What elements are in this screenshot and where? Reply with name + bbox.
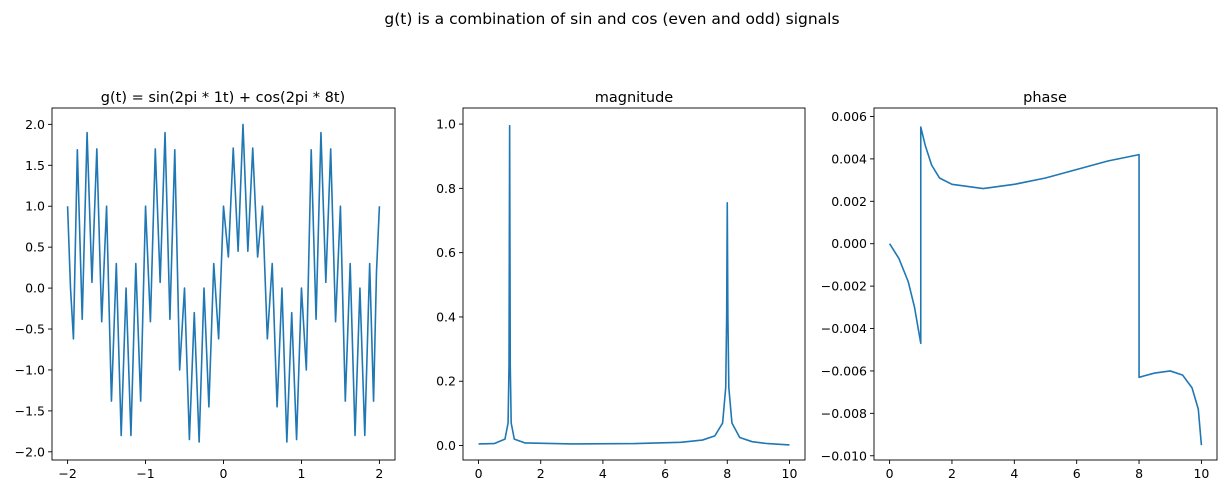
phase-xtick-label: 4: [1010, 466, 1018, 481]
signal-ytick-label: −2.0: [15, 444, 45, 459]
phase-ytick-label: −0.006: [821, 363, 867, 378]
signal-ytick-label: 0.0: [25, 281, 45, 296]
phase-xtick-label: 10: [1193, 466, 1209, 481]
signal-ytick-label: 2.0: [25, 117, 45, 132]
phase-xtick-label: 8: [1135, 466, 1143, 481]
signal-xtick-label: −2: [58, 466, 76, 481]
magnitude-ytick-label: 0.8: [436, 181, 456, 196]
signal-xtick-label: 2: [375, 466, 383, 481]
phase-xtick-label: 2: [948, 466, 956, 481]
phase-ytick-label: 0.002: [831, 194, 867, 209]
magnitude-xtick-label: 0: [475, 466, 483, 481]
subplot-magnitude-title: magnitude: [595, 90, 674, 106]
phase-ytick-label: −0.008: [821, 406, 867, 421]
subplot-phase: phase 0 2 4 6 8 10 −0.010 −0.008 −0.006 −0.004 −0.…: [821, 90, 1218, 481]
signal-ytick-label: 0.5: [25, 240, 45, 255]
phase-xtick-label: 0: [886, 466, 894, 481]
signal-ytick-label: −1.5: [15, 403, 45, 418]
phase-ytick-label: 0.000: [831, 236, 867, 251]
magnitude-xtick-label: 8: [723, 466, 731, 481]
signal-ytick-label: 1.5: [25, 158, 45, 173]
phase-ytick-label: 0.004: [831, 151, 867, 166]
subplot-signal: g(t) = sin(2pi * 1t) + cos(2pi * 8t) −2−…: [15, 90, 396, 481]
magnitude-ytick-label: 0.6: [436, 245, 456, 260]
magnitude-xtick-label: 10: [782, 466, 798, 481]
signal-ytick-label: 1.0: [25, 199, 45, 214]
magnitude-ytick-label: 0.4: [436, 309, 456, 324]
phase-xtick-label: 6: [1073, 466, 1081, 481]
magnitude-xtick-label: 4: [599, 466, 607, 481]
magnitude-series-line-0: [478, 124, 790, 446]
magnitude-axes-frame: [462, 107, 806, 461]
magnitude-xtick-label: 2: [537, 466, 545, 481]
magnitude-ytick-label: 0.2: [436, 374, 456, 389]
phase-ytick-label: −0.004: [821, 321, 867, 336]
phase-ytick-label: 0.006: [831, 109, 867, 124]
signal-xtick-label: 0: [220, 466, 228, 481]
phase-axes-frame: [873, 107, 1218, 461]
signal-series-line-0: [66, 123, 381, 443]
magnitude-xtick-label: 6: [661, 466, 669, 481]
signal-xtick-label: 1: [297, 466, 305, 481]
phase-ytick-label: −0.002: [821, 279, 867, 294]
signal-ytick-label: −1.0: [15, 362, 45, 377]
signal-xtick-label: −1: [136, 466, 154, 481]
figure-suptitle: g(t) is a combination of sin and cos (ev…: [384, 10, 839, 28]
magnitude-ytick-label: 1.0: [436, 117, 456, 132]
signal-ytick-label: −0.5: [15, 322, 45, 337]
phase-ytick-label: −0.010: [821, 448, 867, 463]
subplot-signal-title: g(t) = sin(2pi * 1t) + cos(2pi * 8t): [101, 90, 345, 106]
phase-series-line-0: [888, 126, 1203, 446]
subplot-magnitude: magnitude 0 2 4 6 8 10 0.0 0.2 0.4 0.6 0.8 1.0: [436, 90, 806, 481]
magnitude-ytick-label: 0.0: [436, 438, 456, 453]
subplot-phase-title: phase: [1023, 90, 1067, 106]
